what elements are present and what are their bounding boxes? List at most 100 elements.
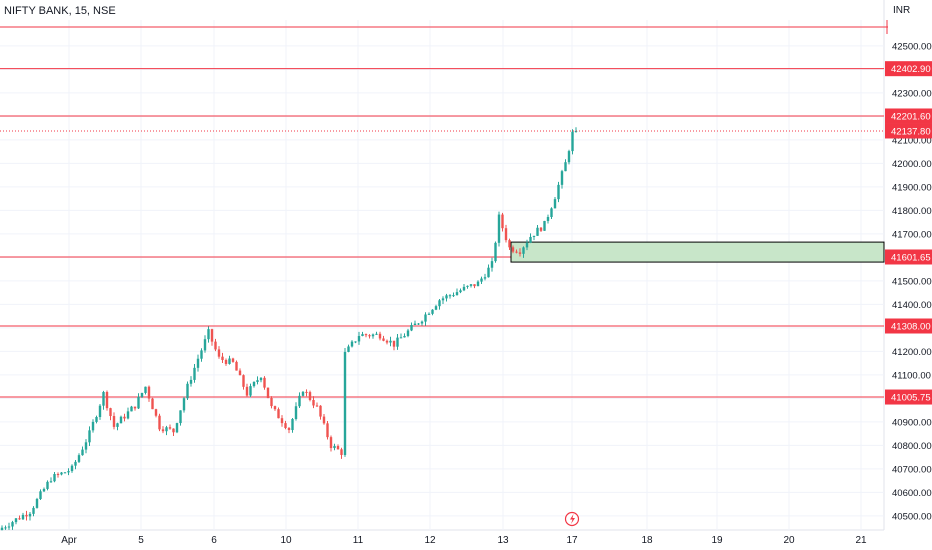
- candle-body: [88, 430, 91, 443]
- candle-body: [109, 408, 112, 417]
- x-tick-label: 10: [280, 535, 292, 546]
- candle-body: [203, 339, 207, 351]
- candle-body: [347, 346, 350, 352]
- y-tick-label: 41400.00: [892, 300, 932, 311]
- candle-body: [567, 151, 571, 163]
- candle-body: [536, 227, 539, 236]
- candle-body: [130, 406, 133, 412]
- level-tag: [885, 61, 932, 77]
- y-tick-label: 40700.00: [892, 464, 932, 475]
- candle-body: [361, 334, 364, 337]
- candle-body: [403, 335, 406, 338]
- candle-body: [301, 391, 305, 396]
- candle-body: [462, 286, 466, 291]
- candle-body: [228, 358, 231, 364]
- candle-body: [28, 513, 32, 517]
- candle-body: [434, 306, 438, 310]
- candle-body: [217, 349, 221, 357]
- candle-body: [196, 358, 200, 368]
- candle-body: [350, 341, 354, 347]
- candle-body: [476, 281, 480, 287]
- candle-body: [56, 474, 60, 476]
- candle-body: [140, 392, 144, 397]
- last-price-tag: [885, 123, 932, 139]
- candle-body: [25, 514, 28, 517]
- candle-body: [571, 131, 574, 152]
- candle-body: [273, 406, 277, 410]
- candle-body: [147, 386, 151, 399]
- candle-body: [168, 427, 172, 429]
- candle-body: [497, 214, 501, 243]
- candle-body: [385, 340, 389, 343]
- candle-body: [557, 184, 560, 200]
- candle-body: [445, 295, 448, 299]
- candle-body: [389, 340, 392, 343]
- candle-body: [364, 334, 368, 336]
- candle-body: [406, 330, 410, 336]
- candle-body: [420, 321, 424, 324]
- event-flash-icon[interactable]: [564, 511, 580, 527]
- candle-body: [98, 405, 102, 418]
- candle-body: [119, 416, 123, 424]
- candle-body: [294, 406, 298, 420]
- candle-body: [95, 417, 98, 422]
- candle-body: [238, 370, 242, 376]
- candle-body: [522, 247, 525, 254]
- candle-body: [508, 240, 511, 248]
- candle-body: [494, 242, 497, 262]
- level-tag: [885, 318, 932, 334]
- candle-body: [487, 267, 490, 278]
- candle-body: [270, 398, 273, 407]
- candle-body: [133, 406, 137, 409]
- y-tick-label: 42000.00: [892, 159, 932, 170]
- candle-body: [466, 285, 469, 287]
- candle-body: [200, 350, 203, 359]
- y-tick-label: 41200.00: [892, 347, 932, 358]
- candle-body: [231, 358, 235, 362]
- candle-body: [532, 235, 536, 237]
- candle-body: [518, 252, 522, 254]
- candle-body: [336, 446, 340, 450]
- y-tick-label: 41500.00: [892, 276, 932, 287]
- symbol-title[interactable]: NIFTY BANK, 15, NSE: [4, 5, 116, 17]
- candle-body: [431, 309, 434, 314]
- candle-body: [172, 428, 175, 433]
- x-tick-label: 20: [783, 535, 795, 546]
- candle-body: [459, 290, 462, 293]
- level-tag: [885, 249, 932, 265]
- candle-body: [417, 323, 420, 325]
- candle-body: [144, 386, 147, 393]
- candle-body: [501, 214, 504, 229]
- candle-body: [375, 333, 378, 335]
- candle-body: [511, 247, 515, 252]
- candle-body: [32, 507, 35, 514]
- candle-body: [235, 361, 238, 371]
- candle-body: [102, 392, 105, 406]
- candle-body: [207, 329, 210, 340]
- candle-body: [427, 313, 431, 315]
- level-tag: [885, 389, 932, 405]
- candle-body: [399, 337, 403, 339]
- candle-body: [333, 446, 336, 449]
- candle-body: [438, 300, 441, 307]
- candle-body: [77, 455, 81, 462]
- candle-body: [424, 314, 427, 322]
- x-tick-label: 12: [424, 535, 436, 546]
- candle-body: [480, 278, 483, 282]
- currency-label: INR: [893, 5, 911, 16]
- candle-body: [259, 377, 263, 381]
- candle-body: [263, 377, 266, 388]
- level-tag-label: 41601.65: [891, 252, 931, 263]
- candle-body: [452, 295, 455, 297]
- y-tick-label: 41700.00: [892, 229, 932, 240]
- candle-body: [504, 228, 508, 241]
- candle-body: [46, 481, 49, 489]
- candle-body: [382, 338, 385, 341]
- x-tick-label: 17: [566, 535, 578, 546]
- x-tick-label: 13: [497, 535, 509, 546]
- x-tick-label: 6: [211, 535, 217, 546]
- demand-zone: [510, 241, 885, 263]
- candle-body: [448, 295, 452, 297]
